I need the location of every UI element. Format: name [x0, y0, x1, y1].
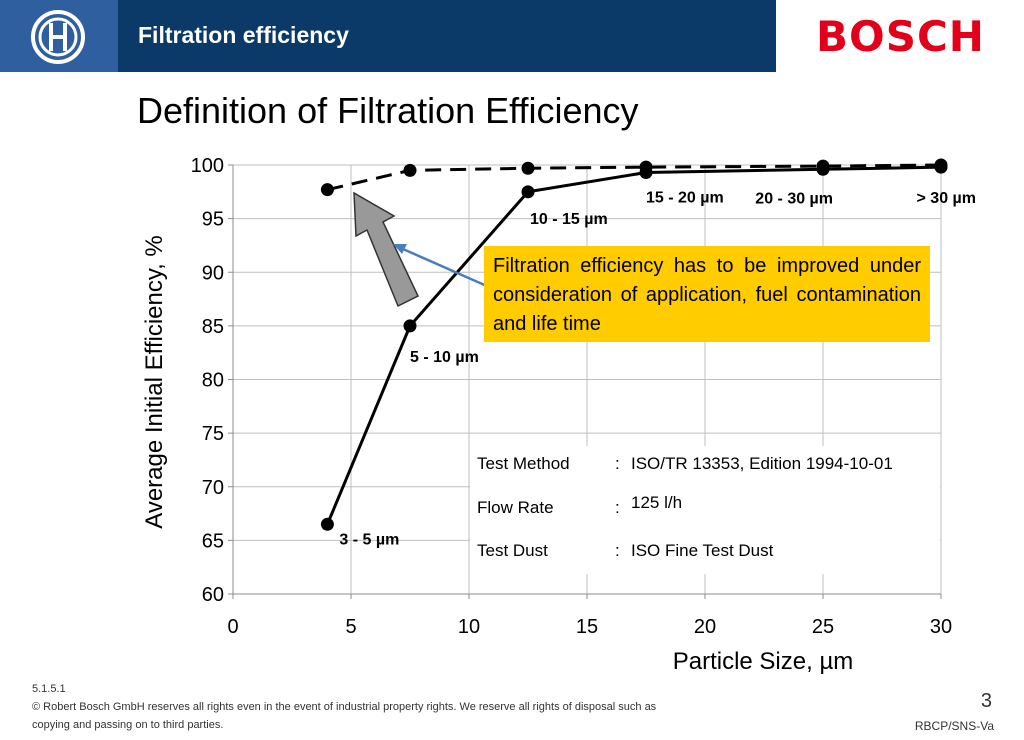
- x-tick-label: 5: [345, 616, 356, 638]
- dashed-series-line: [327, 163, 942, 192]
- test-info-value: ISO/TR 13353, Edition 1994-10-01: [631, 454, 893, 473]
- test-info-colon: :: [615, 541, 620, 560]
- x-tick-label: 30: [930, 616, 952, 638]
- solid-series-point: [521, 185, 535, 199]
- title-bar: Filtration efficiency: [118, 0, 776, 72]
- callout-pointer-arrowhead: [393, 244, 407, 254]
- bosch-armature-icon: [31, 10, 85, 64]
- y-tick-label: 70: [202, 477, 224, 499]
- y-tick-label: 60: [202, 584, 224, 606]
- test-info-label: Test Dust: [477, 541, 548, 560]
- footer-section-number: 5.1.5.1: [32, 683, 66, 695]
- dashed-series-point: [934, 158, 948, 172]
- solid-series-point: [320, 517, 334, 531]
- solid-series-point: [403, 319, 417, 333]
- x-tick-label: 10: [458, 616, 480, 638]
- x-tick-label: 25: [812, 616, 834, 638]
- page-title: Definition of Filtration Efficiency: [137, 90, 639, 131]
- test-info-label: Test Method: [477, 454, 570, 473]
- bosch-armature-logo: [0, 0, 118, 72]
- footer-copyright-line-1: © Robert Bosch GmbH reserves all rights …: [32, 701, 657, 713]
- dashed-series-point: [403, 163, 417, 177]
- bosch-wordmark: BOSCH: [816, 12, 985, 61]
- callout-box: Filtration efficiency has to be improved…: [484, 246, 930, 342]
- test-info-value: 125 l/h: [631, 493, 682, 512]
- y-tick-label: 65: [202, 530, 224, 552]
- x-tick-label: 0: [227, 616, 238, 638]
- page-number: 3: [980, 690, 992, 712]
- dashed-series-point: [639, 160, 653, 174]
- solid-series-line: [326, 165, 942, 525]
- x-tick-label: 20: [694, 616, 716, 638]
- x-tick-label: 15: [576, 616, 598, 638]
- callout-pointer-line: [402, 247, 490, 289]
- test-info-colon: :: [615, 498, 620, 517]
- y-tick-label: 100: [191, 155, 224, 177]
- header-title: Filtration efficiency: [138, 22, 349, 48]
- range-label: 15 - 20 µm: [646, 190, 724, 207]
- y-tick-label: 80: [202, 370, 224, 392]
- range-label: 10 - 15 µm: [530, 211, 608, 228]
- range-label: 5 - 10 µm: [410, 349, 479, 366]
- range-label: 3 - 5 µm: [339, 531, 399, 548]
- brand-box: BOSCH: [776, 0, 1024, 72]
- test-info-colon: :: [615, 454, 620, 473]
- dashed-series-point: [521, 161, 535, 175]
- range-label: 20 - 30 µm: [755, 190, 833, 207]
- header: Filtration efficiency BOSCH: [0, 0, 1024, 72]
- improvement-arrow: [353, 191, 419, 308]
- y-axis-title: Average Initial Efficiency, %: [141, 235, 168, 528]
- test-info-background: [470, 446, 940, 574]
- dashed-series-point: [816, 159, 830, 173]
- y-tick-label: 95: [202, 209, 224, 231]
- y-tick-label: 90: [202, 262, 224, 284]
- x-axis-title: Particle Size, µm: [673, 648, 854, 675]
- y-tick-label: 75: [202, 423, 224, 445]
- y-tick-label: 85: [202, 316, 224, 338]
- footer-copyright-line-2: copying and passing on to third parties.: [32, 719, 224, 731]
- test-info-value: ISO Fine Test Dust: [631, 541, 774, 560]
- callout-text: Filtration efficiency has to be improved…: [484, 246, 930, 342]
- range-label: > 30 µm: [917, 190, 976, 207]
- dashed-series-point: [320, 183, 334, 197]
- test-info-label: Flow Rate: [477, 498, 554, 517]
- footer-document-id: RBCP/SNS-Va: [914, 719, 994, 733]
